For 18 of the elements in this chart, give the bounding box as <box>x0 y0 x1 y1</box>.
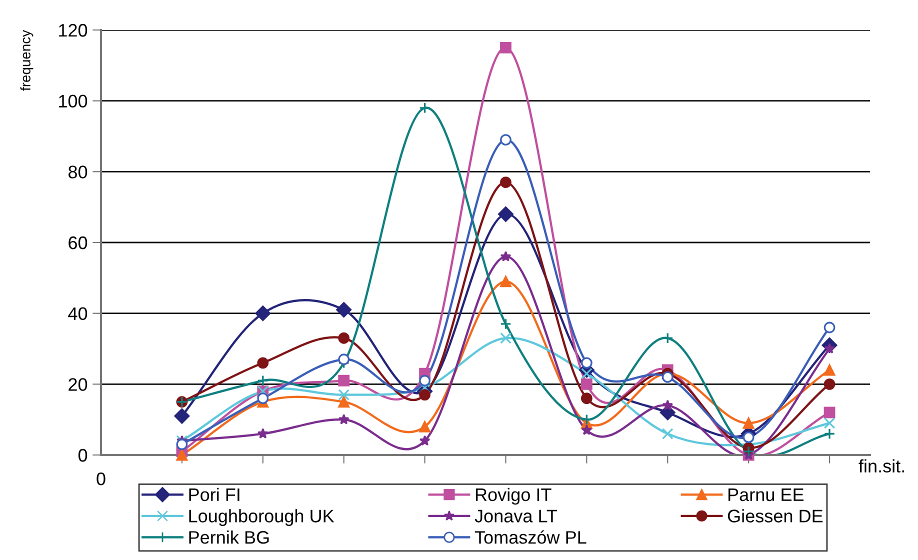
y-tick-label: 20 <box>68 378 88 391</box>
legend-label: Tomaszów PL <box>474 530 586 544</box>
y-tick-label: 80 <box>68 166 88 178</box>
legend-label: Giessen DE <box>728 509 823 522</box>
y-tick-label: 60 <box>68 236 88 250</box>
y-tick-label: 120 <box>59 24 88 37</box>
y-tick-label: 100 <box>59 94 88 108</box>
legend-label: Rovigo IT <box>476 488 552 505</box>
legend-label: Pori FI <box>189 488 240 502</box>
legend-label: Jonava LT <box>474 510 558 522</box>
y-tick-label: 40 <box>68 307 88 320</box>
y-tick-label: 0 <box>78 448 88 462</box>
text: 0 <box>96 472 106 486</box>
x-axis-title: fin.sit. <box>858 459 904 473</box>
legend-label: Loughborough UK <box>189 509 334 526</box>
legend-label: Parnu EE <box>728 488 804 502</box>
legend-label: Pernik BG <box>189 530 269 544</box>
y-axis-title: frequency <box>20 30 34 91</box>
